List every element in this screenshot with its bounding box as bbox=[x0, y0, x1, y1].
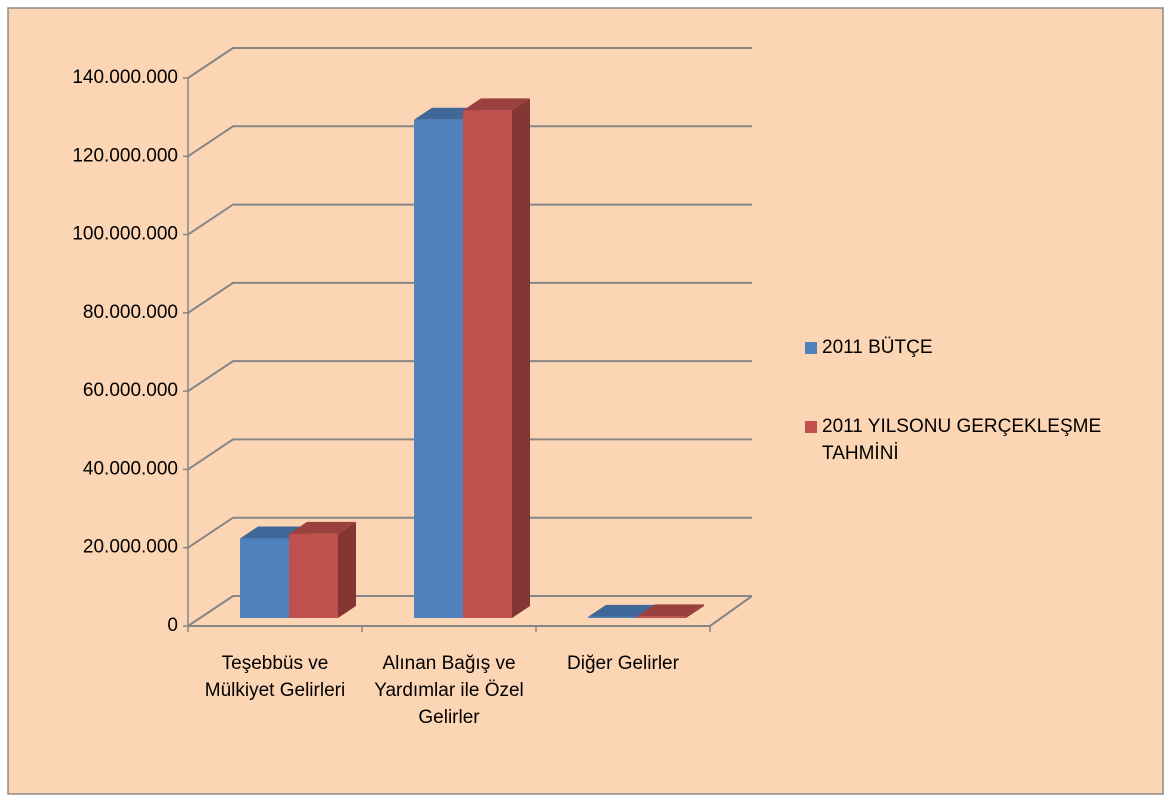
bar bbox=[289, 521, 356, 618]
bar-top bbox=[289, 521, 356, 534]
bar-front bbox=[289, 533, 338, 618]
grid-line bbox=[187, 203, 752, 236]
grid-line bbox=[187, 438, 752, 471]
bar-side bbox=[686, 604, 704, 618]
bar-front bbox=[637, 616, 686, 618]
y-tick-label: 0 bbox=[167, 615, 178, 636]
y-tick-label: 60.000.000 bbox=[83, 380, 178, 401]
bar-side bbox=[512, 98, 530, 619]
bar-front bbox=[463, 110, 512, 619]
grid-line bbox=[187, 595, 752, 627]
bar bbox=[637, 604, 704, 618]
y-tick-label: 40.000.000 bbox=[83, 458, 178, 479]
grid-line bbox=[187, 516, 752, 549]
legend-label: 2011 YILSONU GERÇEKLEŞME TAHMİNİ bbox=[822, 416, 1102, 464]
grid-line bbox=[187, 281, 752, 314]
bar-front bbox=[240, 538, 289, 618]
bar bbox=[463, 98, 530, 619]
grid-line bbox=[187, 47, 752, 79]
bar-side bbox=[338, 521, 356, 618]
bar-front bbox=[588, 616, 637, 618]
x-tick-label: Teşebbüs ve Mülkiyet Gelirleri bbox=[204, 653, 346, 701]
grid-line bbox=[187, 125, 752, 158]
chart-area bbox=[7, 7, 1164, 795]
y-tick-label: 20.000.000 bbox=[83, 537, 178, 558]
y-tick-label: 100.000.000 bbox=[72, 224, 178, 245]
grid-line bbox=[187, 360, 752, 392]
y-tick-label: 140.000.000 bbox=[72, 67, 178, 88]
y-tick-label: 120.000.000 bbox=[72, 145, 178, 166]
bar-top bbox=[463, 98, 530, 111]
bar-top bbox=[637, 604, 704, 617]
bar-front bbox=[414, 119, 463, 618]
x-tick-label: Alınan Bağış ve Yardımlar ile Özel Gelir… bbox=[374, 653, 524, 728]
floor-edge bbox=[709, 595, 753, 627]
bar-top bbox=[588, 604, 655, 617]
x-tick-label: Diğer Gelirler bbox=[567, 653, 679, 674]
y-tick-label: 80.000.000 bbox=[83, 302, 178, 323]
legend-label: 2011 BÜTÇE bbox=[822, 337, 933, 358]
legend-swatch bbox=[805, 421, 817, 433]
legend-swatch bbox=[805, 342, 817, 354]
